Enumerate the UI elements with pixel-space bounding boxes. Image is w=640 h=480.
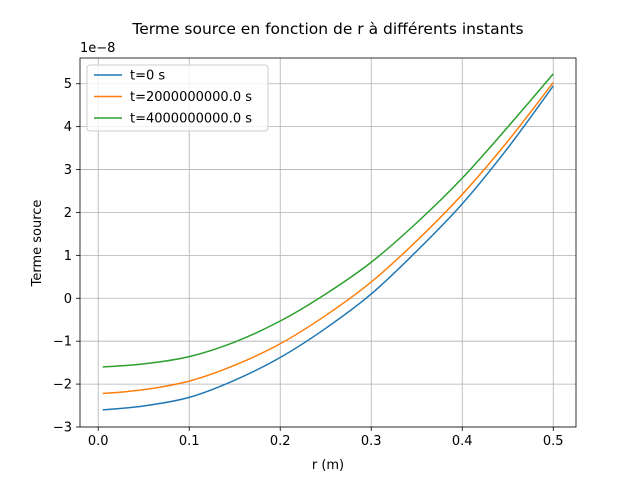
series-line-2 [102, 82, 554, 395]
legend: t=0 s t=2000000000.0 s t=4000000000.0 s [86, 64, 269, 132]
series-lines [102, 73, 554, 411]
legend-label: t=2000000000.0 s [130, 90, 252, 105]
y-axis-offset-label: 1e−8 [80, 41, 115, 56]
plot-area-frame [79, 57, 577, 428]
x-tick-label: 0.5 [543, 434, 564, 449]
chart-title: Terme source en fonction de r à différen… [131, 20, 523, 38]
y-axis-label: Terme source [30, 200, 45, 288]
x-axis-ticks: 0.0 0.1 0.2 0.3 0.4 0.5 [88, 427, 564, 449]
y-tick-label: 5 [64, 77, 72, 92]
y-tick-label: −2 [53, 378, 72, 393]
x-tick-label: 0.1 [179, 434, 200, 449]
y-axis-ticks: −3 −2 −1 0 1 2 3 4 5 [53, 77, 80, 436]
y-tick-label: 3 [64, 163, 72, 178]
series-line-1 [102, 85, 554, 411]
x-tick-label: 0.0 [88, 434, 109, 449]
y-tick-label: 0 [64, 292, 72, 307]
x-axis-label: r (m) [312, 458, 344, 473]
legend-label: t=0 s [130, 69, 165, 84]
series-line-3 [102, 73, 554, 368]
legend-label: t=4000000000.0 s [130, 112, 252, 127]
grid-lines [80, 58, 576, 428]
x-tick-label: 0.2 [270, 434, 291, 449]
x-tick-label: 0.3 [361, 434, 382, 449]
y-tick-label: 4 [64, 120, 72, 135]
x-tick-label: 0.4 [452, 434, 473, 449]
y-tick-label: −3 [53, 421, 72, 436]
y-tick-label: 1 [64, 249, 72, 264]
y-tick-label: 2 [64, 206, 72, 221]
y-tick-label: −1 [53, 335, 72, 350]
